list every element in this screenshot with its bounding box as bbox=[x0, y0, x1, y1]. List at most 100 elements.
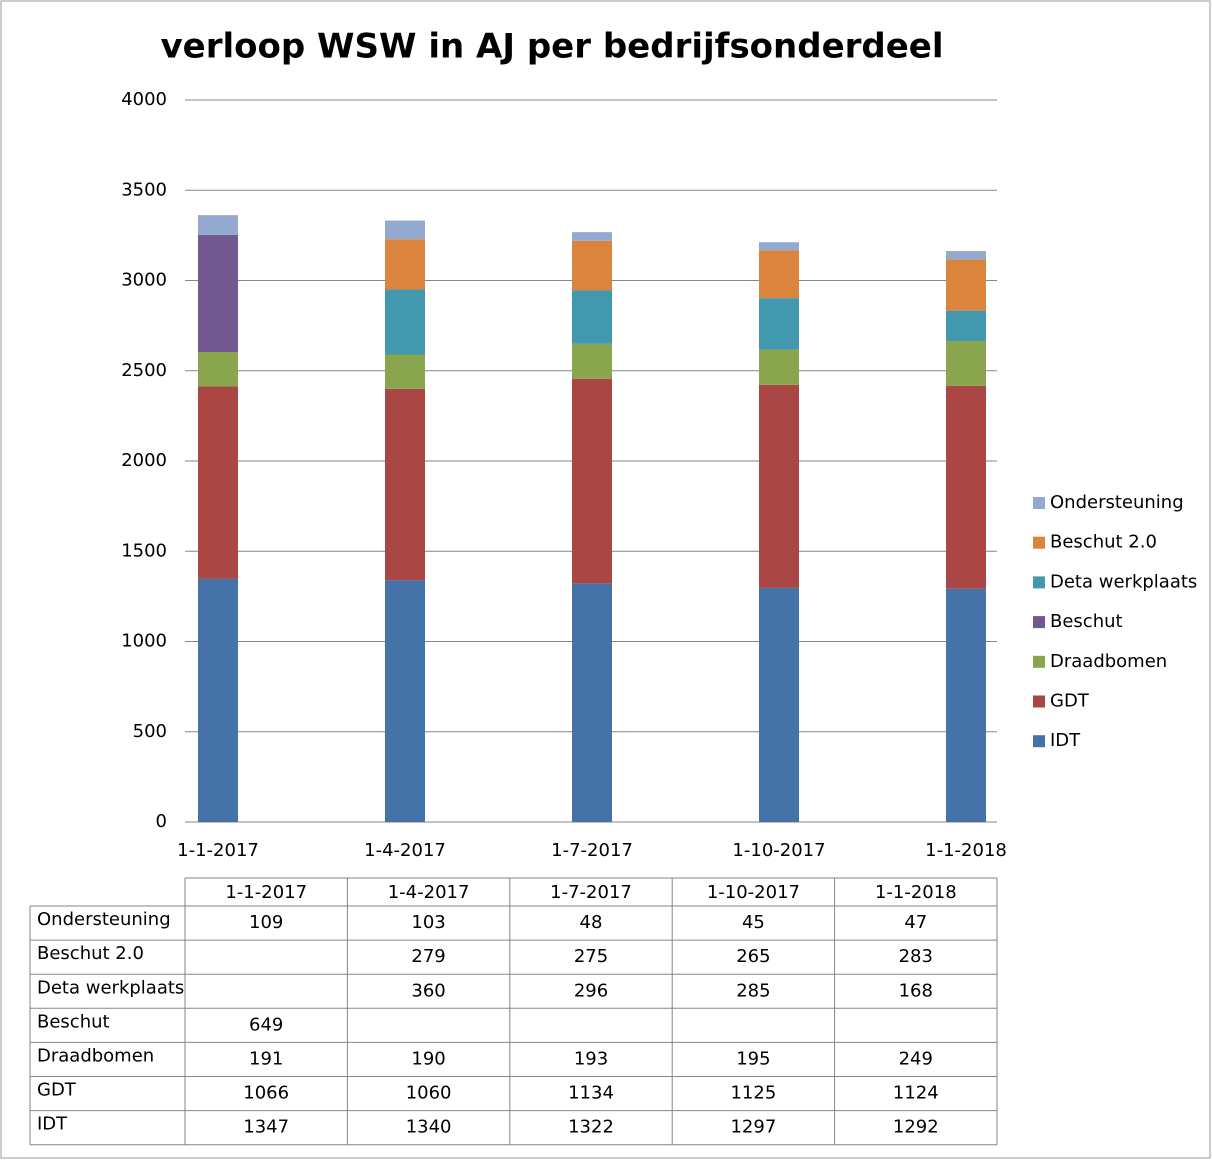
legend-swatch bbox=[1033, 536, 1045, 549]
bar-segment bbox=[946, 310, 986, 341]
y-tick-label: 500 bbox=[133, 721, 167, 742]
table-cell: 47 bbox=[904, 912, 927, 933]
legend-label: Beschut bbox=[1050, 611, 1123, 632]
legend-swatch bbox=[1033, 735, 1045, 748]
legend-label: Deta werkplaats bbox=[1050, 571, 1197, 592]
bar-segment bbox=[385, 289, 425, 355]
table-cell: 168 bbox=[899, 980, 933, 1001]
table-cell: 48 bbox=[580, 912, 603, 933]
bar-segment bbox=[572, 232, 612, 241]
legend-label: Draadbomen bbox=[1050, 651, 1167, 672]
bar-segment bbox=[198, 351, 238, 387]
table-cell: 285 bbox=[736, 980, 770, 1001]
table-cell: 1060 bbox=[406, 1083, 452, 1104]
table-cell: 195 bbox=[736, 1048, 770, 1069]
table-cell: 1292 bbox=[893, 1117, 939, 1138]
table-cell: 193 bbox=[574, 1048, 608, 1069]
table-row-label: Beschut bbox=[37, 1011, 110, 1032]
table-cell: 45 bbox=[742, 912, 765, 933]
legend-swatch bbox=[1033, 655, 1045, 668]
legend-swatch bbox=[1033, 497, 1045, 509]
table-row-label: IDT bbox=[37, 1114, 68, 1135]
legend-swatch bbox=[1033, 695, 1045, 708]
table-cell: 103 bbox=[411, 912, 445, 933]
table-cell: 279 bbox=[411, 946, 445, 967]
table-cell: 249 bbox=[899, 1048, 933, 1069]
x-tick-label: 1-1-2018 bbox=[925, 840, 1007, 861]
table-cell: 265 bbox=[736, 946, 770, 967]
x-tick-label: 1-10-2017 bbox=[732, 840, 825, 861]
table-cell: 275 bbox=[574, 946, 608, 967]
legend-swatch bbox=[1033, 616, 1045, 629]
bar-segment bbox=[759, 384, 799, 588]
table-cell: 1124 bbox=[893, 1083, 939, 1104]
table-cell: 191 bbox=[249, 1048, 283, 1069]
legend-label: IDT bbox=[1050, 730, 1081, 751]
table-header: 1-7-2017 bbox=[550, 882, 632, 903]
x-tick-label: 1-1-2017 bbox=[177, 840, 259, 861]
legend-label: Beschut 2.0 bbox=[1050, 532, 1157, 553]
table-row-label: GDT bbox=[37, 1080, 77, 1101]
bar-segment bbox=[385, 388, 425, 581]
bar-segment bbox=[759, 587, 799, 822]
bar-segment bbox=[385, 220, 425, 240]
bar-segment bbox=[759, 349, 799, 385]
bar-segment bbox=[946, 251, 986, 260]
legend-label: Ondersteuning bbox=[1050, 492, 1184, 513]
y-tick-label: 3000 bbox=[121, 270, 167, 291]
table-row-label: Beschut 2.0 bbox=[37, 943, 144, 964]
table-cell: 283 bbox=[899, 946, 933, 967]
legend-swatch bbox=[1033, 576, 1045, 589]
table-cell: 1134 bbox=[568, 1083, 614, 1104]
table-cell: 1322 bbox=[568, 1117, 614, 1138]
bar-segment bbox=[946, 588, 986, 822]
table-cell: 109 bbox=[249, 912, 283, 933]
y-tick-label: 2000 bbox=[121, 450, 167, 471]
table-header: 1-10-2017 bbox=[707, 882, 800, 903]
table-cell: 1297 bbox=[730, 1117, 776, 1138]
table-header: 1-1-2018 bbox=[875, 882, 957, 903]
bar-segment bbox=[946, 259, 986, 311]
bar-segment bbox=[759, 298, 799, 350]
table-header: 1-4-2017 bbox=[388, 882, 470, 903]
y-tick-label: 4000 bbox=[121, 89, 167, 110]
bar-segment bbox=[946, 340, 986, 386]
table-cell: 1066 bbox=[243, 1083, 289, 1104]
table-row-label: Draadbomen bbox=[37, 1045, 154, 1066]
y-tick-label: 2500 bbox=[121, 360, 167, 381]
chart-title: verloop WSW in AJ per bedrijfsonderdeel bbox=[160, 27, 943, 67]
table-cell: 296 bbox=[574, 980, 608, 1001]
y-tick-label: 1000 bbox=[121, 631, 167, 652]
y-tick-label: 3500 bbox=[121, 179, 167, 200]
table-cell: 190 bbox=[411, 1048, 445, 1069]
x-tick-label: 1-7-2017 bbox=[551, 840, 633, 861]
table-cell: 649 bbox=[249, 1014, 283, 1035]
table-cell: 360 bbox=[411, 980, 445, 1001]
bar-segment bbox=[572, 290, 612, 344]
table-row-label: Ondersteuning bbox=[37, 909, 171, 930]
bar-segment bbox=[759, 250, 799, 299]
legend-label: GDT bbox=[1050, 691, 1090, 712]
x-tick-label: 1-4-2017 bbox=[364, 840, 446, 861]
bar-segment bbox=[572, 343, 612, 379]
bar-segment bbox=[572, 240, 612, 291]
table-cell: 1347 bbox=[243, 1117, 289, 1138]
bar-segment bbox=[572, 378, 612, 584]
y-tick-label: 1500 bbox=[121, 540, 167, 561]
table-cell: 1340 bbox=[406, 1117, 452, 1138]
bar-segment bbox=[198, 234, 238, 352]
bar-segment bbox=[198, 578, 238, 822]
bar-segment bbox=[198, 215, 238, 235]
bar-segment bbox=[198, 386, 238, 579]
bar-segment bbox=[759, 242, 799, 251]
table-row-label: Deta werkplaats bbox=[37, 977, 184, 998]
bar-segment bbox=[572, 583, 612, 822]
y-tick-label: 0 bbox=[156, 811, 167, 832]
bar-segment bbox=[385, 580, 425, 822]
bar-segment bbox=[385, 239, 425, 290]
table-header: 1-1-2017 bbox=[225, 882, 307, 903]
bar-segment bbox=[385, 354, 425, 389]
table-cell: 1125 bbox=[730, 1083, 776, 1104]
bar-segment bbox=[946, 385, 986, 589]
